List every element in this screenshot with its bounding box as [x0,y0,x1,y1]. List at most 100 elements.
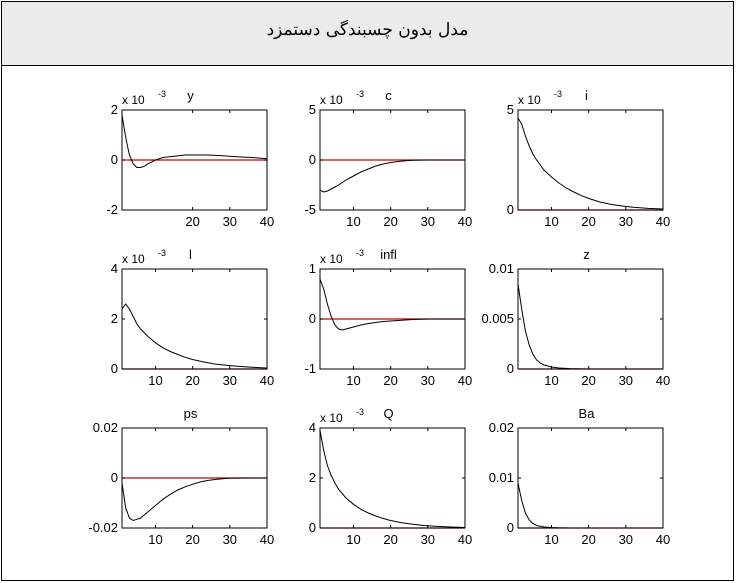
axis-exponent: -3 [158,89,166,99]
x-tick-label: 20 [581,214,595,229]
y-tick-label: 0 [507,202,514,217]
x-tick-label: 10 [148,373,162,388]
y-tick-label: 0.02 [93,420,118,435]
y-tick-label: -1 [304,361,316,376]
y-tick-label: 0 [309,311,316,326]
x-tick-label: 40 [458,532,472,547]
x-tick-label: 40 [458,214,472,229]
series-line [517,283,663,370]
axis-multiplier: x 10 [320,93,343,107]
series-line [319,430,466,528]
y-tick-label: -0.02 [88,520,118,535]
plot-ps: 10 20 30 40 -0.02 0 0.02 ps [88,406,274,547]
x-tick-label: 10 [544,373,558,388]
plot-y: 20 30 40 -2 0 2 y x 10 -3 [106,88,274,229]
x-tick-label: 30 [619,214,633,229]
plot-title: i [585,88,588,103]
axis-multiplier: x 10 [320,252,343,266]
figure-caption: مدل بدون چسبندگی دستمزد [266,20,469,40]
x-tick-label: 10 [544,532,558,547]
x-tick-label: 30 [619,532,633,547]
axis-exponent: -3 [356,407,364,417]
plot-Ba: 10 20 30 40 0 0.01 0.02 Ba [489,406,671,547]
x-tick-label: 40 [458,373,472,388]
axis-exponent: -3 [158,248,166,258]
x-tick-label: 30 [223,373,237,388]
y-tick-label: -2 [106,202,118,217]
plot-title: c [385,88,392,103]
plot-c: 10 20 30 40 -5 0 5 c x 10 -3 [304,88,472,229]
plot-l: 10 20 30 40 0 2 4 l x 10 -3 [111,247,274,388]
y-tick-label: 4 [309,420,316,435]
y-tick-label: 2 [111,311,118,326]
axis-exponent: -3 [554,89,562,99]
x-tick-label: 40 [260,532,274,547]
x-tick-label: 20 [185,214,199,229]
y-tick-label: 0 [507,520,514,535]
axes-box [319,427,466,529]
x-tick-label: 10 [346,214,360,229]
x-tick-label: 30 [421,214,435,229]
y-tick-label: 0 [111,152,118,167]
y-tick-label: 2 [309,470,316,485]
x-tick-label: 30 [421,373,435,388]
series-line [319,159,465,193]
y-tick-label: 0 [309,152,316,167]
x-tick-label: 30 [421,532,435,547]
plot-title: infl [380,247,397,262]
y-tick-label: 0 [111,470,118,485]
series-line [121,114,268,168]
y-tick-label: 2 [111,102,118,117]
y-tick-label: 0 [507,361,514,376]
y-tick-label: 0 [309,520,316,535]
axis-multiplier: x 10 [320,411,343,425]
series-line [517,482,663,529]
x-tick-label: 20 [581,373,595,388]
series-line [121,303,268,369]
y-tick-label: 5 [507,102,514,117]
axis-multiplier: x 10 [518,93,541,107]
x-tick-label: 20 [185,532,199,547]
y-tick-label: -5 [304,202,316,217]
x-tick-label: 40 [656,532,670,547]
series-line [517,117,664,210]
y-tick-label: 0.02 [489,420,514,435]
x-tick-label: 10 [346,373,360,388]
x-tick-label: 20 [185,373,199,388]
x-tick-label: 40 [260,214,274,229]
plot-infl: 10 20 30 40 -1 0 1 infl x 10 -3 [304,247,472,388]
x-tick-label: 20 [383,373,397,388]
caption-bar: مدل بدون چسبندگی دستمزد [2,2,733,66]
plot-title: z [583,247,590,262]
x-tick-label: 20 [383,532,397,547]
axes-box [517,268,664,370]
x-tick-label: 30 [223,532,237,547]
plot-i: 10 20 30 40 0 5 i x 10 -3 [507,88,670,229]
series-line [319,278,465,331]
y-tick-label: 0 [111,361,118,376]
axes-box [517,109,664,211]
plot-z: 10 20 30 40 0 0.005 0.01 z [481,247,670,388]
plot-title: Q [383,406,393,421]
y-tick-label: 0.005 [481,311,514,326]
x-tick-label: 10 [346,532,360,547]
y-tick-label: 0.01 [489,261,514,276]
axis-exponent: -3 [356,89,364,99]
x-tick-label: 20 [581,532,595,547]
y-tick-label: 5 [309,102,316,117]
y-tick-label: 4 [111,261,118,276]
plot-Q: 10 20 30 40 0 2 4 Qx 10 -3 [309,406,472,547]
x-tick-label: 40 [656,373,670,388]
x-tick-label: 40 [260,373,274,388]
plot-title: Ba [579,406,596,421]
axis-multiplier: x 10 [122,93,145,107]
x-tick-label: 20 [383,214,397,229]
x-tick-label: 10 [148,532,162,547]
x-tick-label: 40 [656,214,670,229]
axes-box [121,268,268,370]
x-tick-label: 30 [619,373,633,388]
x-tick-label: 30 [223,214,237,229]
x-tick-label: 10 [544,214,558,229]
